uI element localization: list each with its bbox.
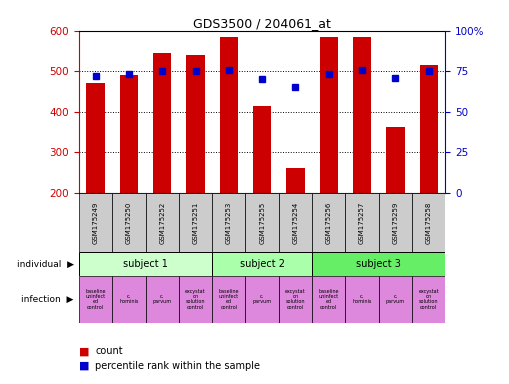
Text: ■: ■: [79, 361, 90, 371]
Bar: [120, 75, 138, 193]
Bar: [179, 193, 212, 252]
Bar: [312, 193, 346, 252]
Bar: [320, 37, 338, 193]
Text: GSM175256: GSM175256: [326, 201, 332, 243]
Text: infection  ▶: infection ▶: [21, 295, 74, 304]
Bar: [146, 193, 179, 252]
Text: GSM175255: GSM175255: [259, 201, 265, 243]
Bar: [112, 276, 146, 323]
Bar: [79, 193, 112, 252]
Text: subject 3: subject 3: [356, 259, 401, 269]
Text: c.
parvum: c. parvum: [153, 294, 172, 305]
Bar: [312, 276, 346, 323]
Text: baseline
uninfect
ed
control: baseline uninfect ed control: [218, 288, 239, 310]
Bar: [279, 193, 312, 252]
Bar: [153, 53, 172, 193]
Text: GSM175250: GSM175250: [126, 201, 132, 243]
Text: GSM175252: GSM175252: [159, 201, 165, 243]
Text: GSM175254: GSM175254: [293, 201, 298, 243]
Text: GSM175258: GSM175258: [426, 201, 432, 243]
Bar: [386, 127, 405, 193]
Bar: [245, 276, 279, 323]
Bar: [353, 37, 371, 193]
Bar: [79, 276, 112, 323]
Bar: [112, 193, 146, 252]
Bar: [179, 276, 212, 323]
Bar: [253, 106, 271, 193]
Text: c.
hominis: c. hominis: [352, 294, 372, 305]
Bar: [212, 193, 245, 252]
Text: excystat
on
solution
control: excystat on solution control: [418, 288, 439, 310]
Title: GDS3500 / 204061_at: GDS3500 / 204061_at: [193, 17, 331, 30]
Text: subject 2: subject 2: [240, 259, 285, 269]
Text: c.
hominis: c. hominis: [119, 294, 138, 305]
Bar: [379, 276, 412, 323]
Text: subject 1: subject 1: [123, 259, 168, 269]
Bar: [286, 167, 304, 193]
Bar: [212, 276, 245, 323]
Text: excystat
on
solution
control: excystat on solution control: [185, 288, 206, 310]
Bar: [379, 193, 412, 252]
Bar: [212, 252, 312, 276]
Bar: [79, 252, 212, 276]
Text: baseline
uninfect
ed
control: baseline uninfect ed control: [319, 288, 339, 310]
Text: GSM175257: GSM175257: [359, 201, 365, 243]
Bar: [419, 65, 438, 193]
Text: c.
parvum: c. parvum: [386, 294, 405, 305]
Text: ■: ■: [79, 346, 90, 356]
Text: GSM175253: GSM175253: [226, 201, 232, 243]
Text: c.
parvum: c. parvum: [252, 294, 272, 305]
Text: baseline
uninfect
ed
control: baseline uninfect ed control: [86, 288, 106, 310]
Bar: [312, 252, 445, 276]
Text: percentile rank within the sample: percentile rank within the sample: [95, 361, 260, 371]
Bar: [146, 276, 179, 323]
Text: count: count: [95, 346, 123, 356]
Bar: [87, 83, 105, 193]
Bar: [186, 55, 205, 193]
Bar: [412, 193, 445, 252]
Bar: [220, 37, 238, 193]
Text: GSM175249: GSM175249: [93, 201, 99, 243]
Bar: [412, 276, 445, 323]
Bar: [279, 276, 312, 323]
Text: excystat
on
solution
control: excystat on solution control: [285, 288, 306, 310]
Text: GSM175251: GSM175251: [192, 201, 199, 243]
Text: individual  ▶: individual ▶: [17, 260, 74, 268]
Bar: [346, 193, 379, 252]
Text: GSM175259: GSM175259: [392, 201, 399, 243]
Bar: [245, 193, 279, 252]
Bar: [346, 276, 379, 323]
